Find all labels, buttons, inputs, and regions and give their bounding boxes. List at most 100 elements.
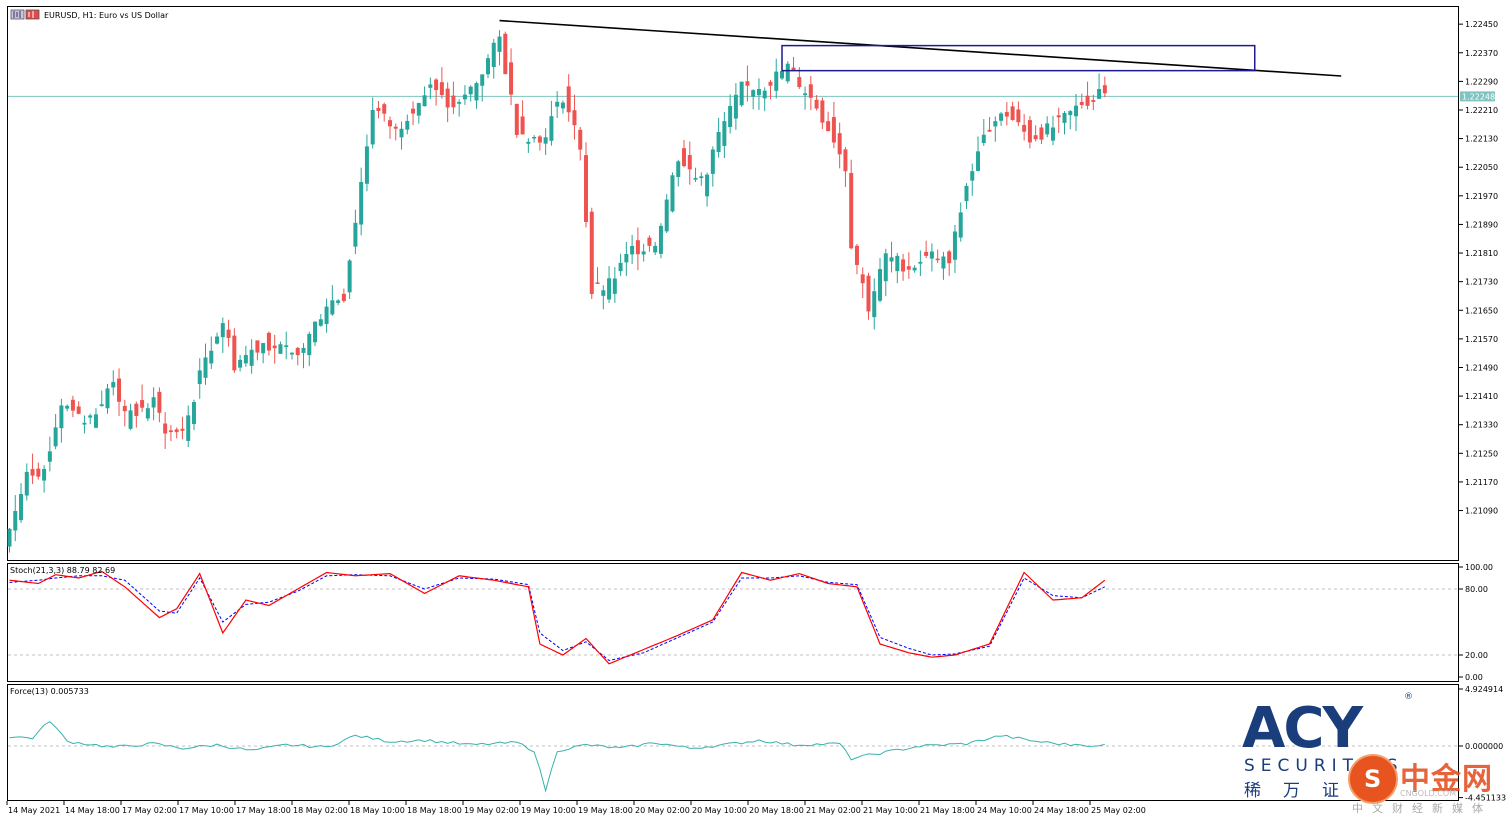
bull-candle bbox=[710, 149, 715, 174]
acy-watermark-logo: ACY ® SECURITIES 稀万证券 bbox=[1242, 690, 1413, 802]
bull-candle bbox=[785, 63, 790, 82]
bull-candle bbox=[1045, 123, 1050, 135]
bull-candle bbox=[462, 94, 467, 100]
acy-logo-text: ACY bbox=[1242, 696, 1363, 761]
bull-candle bbox=[618, 262, 623, 272]
bull-candle bbox=[878, 269, 883, 301]
bull-candle bbox=[716, 131, 721, 153]
bear-candle bbox=[1033, 135, 1038, 140]
bull-candle bbox=[105, 388, 110, 409]
bull-candle bbox=[664, 199, 669, 232]
bear-candle bbox=[635, 240, 640, 255]
bear-candle bbox=[745, 81, 750, 86]
main-price-pane[interactable] bbox=[7, 6, 1459, 561]
bear-candle bbox=[1016, 109, 1021, 123]
bear-candle bbox=[826, 121, 831, 132]
time-tick-label: 18 May 02:00 bbox=[293, 806, 348, 815]
bear-candle bbox=[584, 155, 588, 222]
time-tick-label: 24 May 10:00 bbox=[977, 806, 1032, 815]
bid-price-tag bbox=[1460, 91, 1495, 102]
bear-candle bbox=[843, 149, 848, 172]
bull-candle bbox=[416, 103, 421, 116]
time-tick-label: 17 May 18:00 bbox=[236, 806, 291, 815]
bear-candle bbox=[157, 391, 162, 413]
bull-candle bbox=[1068, 111, 1073, 116]
bull-candle bbox=[301, 347, 306, 353]
bull-candle bbox=[82, 422, 87, 425]
bull-candle bbox=[929, 251, 934, 259]
stoch-main-line bbox=[9, 570, 1106, 665]
bear-candle bbox=[566, 86, 571, 113]
bear-candle bbox=[987, 129, 992, 132]
bull-candle bbox=[249, 349, 254, 366]
bear-candle bbox=[1039, 127, 1044, 140]
bull-candle bbox=[491, 42, 496, 68]
bear-candle bbox=[174, 429, 179, 433]
time-tick-label: 14 May 2021 bbox=[8, 806, 60, 815]
bear-candle bbox=[514, 103, 519, 135]
bull-candle bbox=[883, 253, 888, 282]
bull-candle bbox=[324, 306, 329, 325]
bull-candle bbox=[895, 255, 900, 272]
resistance-trendline[interactable] bbox=[499, 19, 1342, 77]
bear-candle bbox=[451, 95, 456, 108]
bear-candle bbox=[797, 77, 802, 88]
bull-candle bbox=[1062, 112, 1067, 123]
bull-candle bbox=[65, 405, 70, 409]
price-tick-label: 1.21090 bbox=[1465, 507, 1498, 516]
time-tick-label: 24 May 18:00 bbox=[1034, 806, 1089, 815]
price-tick-label: 1.22370 bbox=[1465, 49, 1498, 58]
bull-candle bbox=[653, 245, 658, 253]
bear-candle bbox=[935, 258, 940, 261]
bear-candle bbox=[924, 251, 929, 256]
time-tick-label: 21 May 10:00 bbox=[863, 806, 918, 815]
bull-candle bbox=[670, 175, 675, 212]
bull-candle bbox=[336, 300, 341, 303]
bull-candle bbox=[952, 231, 957, 260]
bull-candle bbox=[261, 343, 266, 354]
bear-candle bbox=[341, 293, 346, 302]
bull-candle bbox=[756, 89, 761, 96]
bull-candle bbox=[284, 345, 289, 348]
bear-candle bbox=[434, 79, 439, 91]
force-tick-label: 0.000000 bbox=[1465, 742, 1503, 751]
stochastic-pane[interactable] bbox=[7, 563, 1459, 682]
time-tick-label: 17 May 10:00 bbox=[179, 806, 234, 815]
bear-candle bbox=[1079, 101, 1084, 105]
bear-candle bbox=[1027, 120, 1032, 143]
bear-candle bbox=[134, 403, 139, 416]
price-tick-label: 1.22290 bbox=[1465, 77, 1498, 86]
bull-candle bbox=[480, 74, 485, 86]
bear-candle bbox=[180, 428, 185, 431]
time-tick-label: 19 May 02:00 bbox=[464, 806, 519, 815]
bull-candle bbox=[526, 141, 531, 144]
bull-candle bbox=[981, 134, 986, 143]
stoch-tick-label: 0.00 bbox=[1465, 673, 1483, 682]
bull-candle bbox=[151, 397, 156, 408]
bull-candle bbox=[364, 146, 369, 184]
bull-candle bbox=[422, 95, 427, 107]
bull-candle bbox=[485, 58, 490, 75]
bear-candle bbox=[682, 148, 687, 167]
price-tick-label: 1.22050 bbox=[1465, 163, 1498, 172]
bull-candle bbox=[658, 225, 663, 254]
resistance-zone-box[interactable] bbox=[781, 44, 1256, 72]
indicator-levels bbox=[8, 588, 1458, 747]
trendline-and-zone[interactable] bbox=[499, 19, 1342, 77]
bull-candle bbox=[24, 471, 29, 496]
bear-candle bbox=[1091, 100, 1096, 102]
bear-candle bbox=[854, 245, 859, 265]
bull-candle bbox=[549, 116, 554, 141]
bull-candle bbox=[111, 382, 116, 388]
time-tick-label: 20 May 02:00 bbox=[635, 806, 690, 815]
bear-candle bbox=[117, 378, 122, 402]
price-tick-label: 1.21570 bbox=[1465, 335, 1498, 344]
bear-candle bbox=[866, 275, 871, 312]
bear-candle bbox=[76, 406, 81, 414]
price-tick-label: 1.21490 bbox=[1465, 363, 1498, 372]
bull-candle bbox=[468, 86, 473, 95]
bull-candle bbox=[186, 415, 191, 441]
bull-candle bbox=[803, 93, 808, 96]
